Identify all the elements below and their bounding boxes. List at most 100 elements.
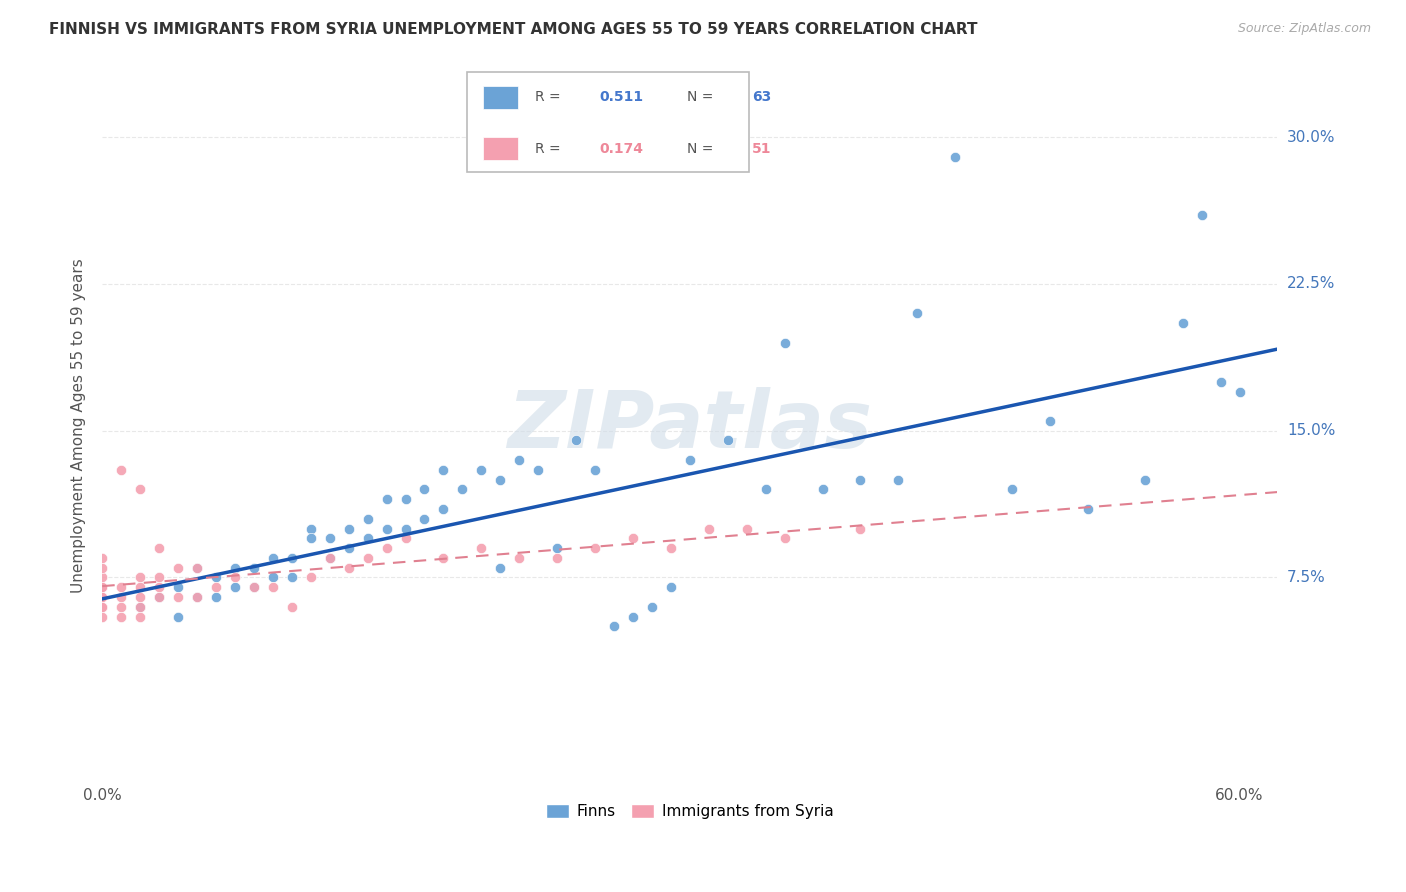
Point [318,550,340,565]
Point [337,560,360,574]
Point [205,570,228,584]
Point [470,541,492,555]
Point [129,590,152,604]
Point [224,560,246,574]
Point [129,580,152,594]
Point [470,463,492,477]
Point [129,483,152,497]
Point [129,570,152,584]
Point [205,590,228,604]
Point [186,560,208,574]
Point [432,463,454,477]
Point [527,463,550,477]
Point [299,522,322,536]
Point [186,590,208,604]
Point [148,541,170,555]
Point [243,580,266,594]
Point [167,580,190,594]
Point [773,532,796,546]
Point [281,570,304,584]
Text: 0.174: 0.174 [599,142,644,155]
Text: N =: N = [688,90,718,104]
Text: 51: 51 [752,142,772,155]
Point [91,599,114,614]
Point [717,434,740,448]
Point [129,599,152,614]
Point [299,532,322,546]
Point [91,550,114,565]
Point [849,473,872,487]
Point [451,483,474,497]
Point [91,609,114,624]
Point [583,463,606,477]
Text: ZIPatlas: ZIPatlas [508,387,872,465]
Point [110,609,132,624]
Point [546,550,568,565]
Point [583,541,606,555]
Text: 15.0%: 15.0% [1286,423,1336,438]
Point [432,502,454,516]
Point [1229,384,1251,399]
Point [167,590,190,604]
Point [148,570,170,584]
Text: 0.511: 0.511 [599,90,644,104]
Point [565,434,588,448]
Point [110,463,132,477]
Point [641,599,664,614]
Point [186,590,208,604]
Point [489,560,512,574]
Point [148,580,170,594]
Point [1209,375,1232,389]
Point [546,541,568,555]
Point [262,550,284,565]
Point [659,580,682,594]
Point [205,580,228,594]
Point [1133,473,1156,487]
Text: 63: 63 [752,90,772,104]
Legend: Finns, Immigrants from Syria: Finns, Immigrants from Syria [540,798,839,825]
Point [697,522,720,536]
Text: 22.5%: 22.5% [1286,277,1336,292]
Point [243,560,266,574]
Point [887,473,910,487]
Point [318,550,340,565]
FancyBboxPatch shape [484,86,519,109]
Point [1171,316,1194,330]
Point [375,522,398,536]
Point [91,590,114,604]
Point [91,580,114,594]
Point [432,550,454,565]
Point [1001,483,1024,497]
Point [243,580,266,594]
Point [394,492,416,507]
Point [299,570,322,584]
Point [224,570,246,584]
Text: N =: N = [688,142,718,155]
Text: R =: R = [534,142,565,155]
Point [394,522,416,536]
Point [356,550,378,565]
Point [91,570,114,584]
Point [167,560,190,574]
Point [735,522,758,536]
Point [356,532,378,546]
Point [148,590,170,604]
Point [489,473,512,487]
Point [508,453,530,467]
Point [356,512,378,526]
Point [905,306,928,320]
Y-axis label: Unemployment Among Ages 55 to 59 years: Unemployment Among Ages 55 to 59 years [72,259,86,593]
Point [129,609,152,624]
FancyBboxPatch shape [484,137,519,160]
Point [679,453,702,467]
FancyBboxPatch shape [467,72,748,172]
Point [167,609,190,624]
Point [1077,502,1099,516]
Point [91,560,114,574]
Point [318,532,340,546]
Point [943,150,966,164]
Point [91,599,114,614]
Point [773,335,796,350]
Point [337,541,360,555]
Point [110,599,132,614]
